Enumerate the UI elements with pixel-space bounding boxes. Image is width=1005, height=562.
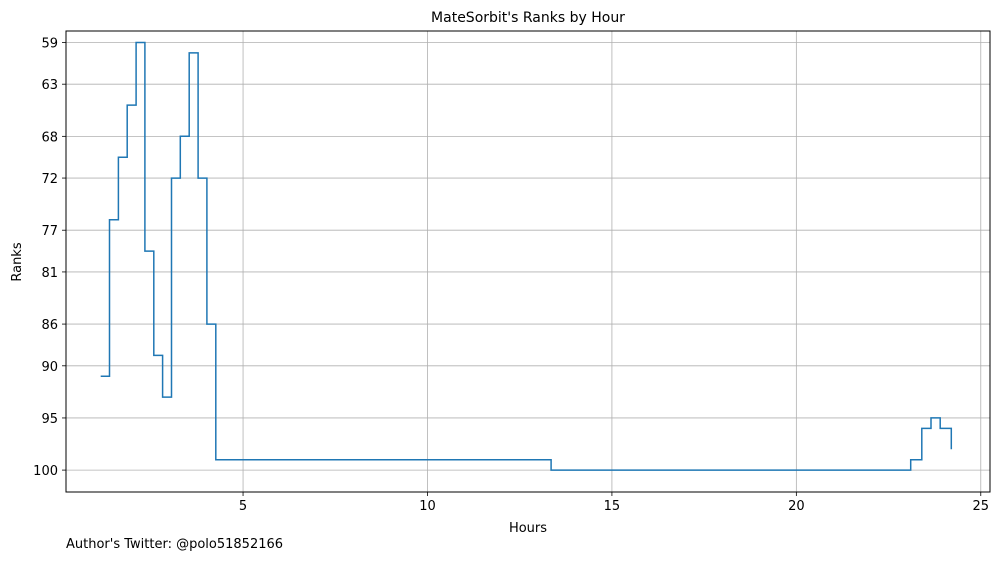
x-tick-label: 20 — [788, 499, 805, 514]
author-credit: Author's Twitter: @polo51852166 — [66, 537, 284, 552]
y-tick-label: 81 — [41, 266, 58, 281]
y-tick-label: 72 — [41, 172, 58, 187]
y-tick-label: 100 — [33, 464, 58, 479]
x-tick-label: 25 — [973, 499, 990, 514]
y-tick-label: 95 — [41, 412, 58, 427]
x-tick-label: 5 — [239, 499, 247, 514]
series-layer — [100, 41, 953, 471]
x-tick-label: 15 — [604, 499, 621, 514]
x-tick-label: 10 — [419, 499, 436, 514]
y-tick-label: 90 — [41, 360, 58, 375]
y-tick-label: 86 — [41, 318, 58, 333]
y-tick-label: 68 — [41, 130, 58, 145]
y-tick-label: 59 — [41, 36, 58, 51]
y-tick-label: 63 — [41, 78, 58, 93]
plot-frame — [65, 30, 991, 493]
grid-lines — [66, 31, 990, 492]
chart-title: MateSorbit's Ranks by Hour — [431, 10, 625, 26]
rank-step-line — [100, 41, 953, 471]
axis-ticks: 5 10 15 20 25 59 63 68 72 77 81 86 90 95 100 — [33, 36, 989, 514]
y-tick-label: 77 — [41, 224, 58, 239]
x-axis-label: Hours — [509, 521, 547, 536]
y-axis-label: Ranks — [10, 242, 25, 281]
